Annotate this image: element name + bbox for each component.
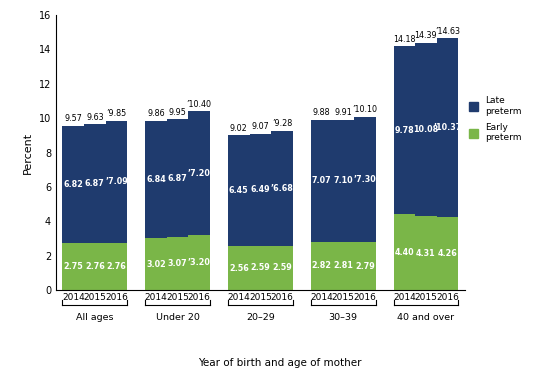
Text: 20–29: 20–29 <box>246 313 275 323</box>
Bar <box>63 243 84 290</box>
Text: ’10.40: ’10.40 <box>186 100 212 109</box>
Text: 6.87: 6.87 <box>168 174 188 183</box>
Bar <box>354 116 376 242</box>
Bar <box>271 246 293 290</box>
Text: ’10.37: ’10.37 <box>433 123 461 132</box>
Text: 6.45: 6.45 <box>229 186 249 195</box>
Text: 9.63: 9.63 <box>86 113 104 122</box>
Text: 7.10: 7.10 <box>333 176 353 185</box>
Text: ’9.28: ’9.28 <box>272 119 292 128</box>
Text: 2.76: 2.76 <box>85 262 105 271</box>
Bar <box>167 119 188 237</box>
Bar <box>250 246 271 290</box>
Bar <box>106 121 127 243</box>
Text: ’6.68: ’6.68 <box>270 184 293 193</box>
Y-axis label: Percent: Percent <box>23 131 33 174</box>
Bar <box>63 125 84 243</box>
Text: 30–39: 30–39 <box>329 313 358 323</box>
Text: 4.40: 4.40 <box>395 248 414 257</box>
Text: 6.49: 6.49 <box>250 185 270 194</box>
Text: 2.82: 2.82 <box>311 262 332 270</box>
Bar <box>394 46 415 214</box>
Text: All ages: All ages <box>76 313 114 323</box>
Text: Under 20: Under 20 <box>156 313 199 323</box>
Text: 9.95: 9.95 <box>169 108 186 116</box>
Bar <box>311 242 333 290</box>
Text: 2.76: 2.76 <box>106 262 127 271</box>
Text: 6.82: 6.82 <box>63 180 83 189</box>
Text: 40 and over: 40 and over <box>398 313 455 323</box>
Text: ’10.10: ’10.10 <box>352 105 377 114</box>
Text: ’3.20: ’3.20 <box>188 258 211 267</box>
Text: 2.81: 2.81 <box>333 262 353 270</box>
Text: 14.39: 14.39 <box>414 31 437 40</box>
Text: 2.56: 2.56 <box>229 264 249 273</box>
Text: ’9.85: ’9.85 <box>106 109 127 118</box>
Bar <box>415 216 437 290</box>
Text: 7.07: 7.07 <box>312 176 332 185</box>
Text: 2.59: 2.59 <box>272 263 292 272</box>
Bar <box>188 111 210 235</box>
Bar <box>437 38 458 217</box>
Text: 6.87: 6.87 <box>85 179 105 188</box>
Bar <box>188 235 210 290</box>
Bar <box>106 243 127 290</box>
Bar <box>145 238 167 290</box>
Text: 9.78: 9.78 <box>394 126 414 135</box>
Bar <box>354 242 376 290</box>
Legend: Late
preterm, Early
preterm: Late preterm, Early preterm <box>469 96 522 142</box>
Text: 2.79: 2.79 <box>355 262 375 271</box>
Text: 9.86: 9.86 <box>147 109 165 118</box>
Bar <box>271 131 293 246</box>
Bar <box>437 217 458 290</box>
Bar <box>228 135 250 246</box>
Text: 3.07: 3.07 <box>168 259 188 268</box>
Text: 4.31: 4.31 <box>416 248 436 257</box>
Text: 4.26: 4.26 <box>438 249 458 258</box>
Text: 9.91: 9.91 <box>334 108 352 117</box>
Text: 6.84: 6.84 <box>146 175 166 184</box>
Bar <box>394 214 415 290</box>
Bar <box>145 121 167 238</box>
Text: 9.07: 9.07 <box>251 122 269 131</box>
Bar <box>415 42 437 216</box>
Text: 3.02: 3.02 <box>146 260 166 269</box>
Bar <box>228 246 250 290</box>
Text: ’7.09: ’7.09 <box>105 177 128 186</box>
Text: 9.02: 9.02 <box>230 124 248 132</box>
Text: ’7.30: ’7.30 <box>353 175 376 184</box>
Text: 10.08: 10.08 <box>413 125 438 134</box>
Bar <box>84 125 106 243</box>
Bar <box>311 120 333 242</box>
Text: ’7.20: ’7.20 <box>188 169 211 178</box>
Text: 2.75: 2.75 <box>63 262 83 271</box>
Bar <box>333 120 354 242</box>
Bar <box>250 134 271 246</box>
Text: 2.59: 2.59 <box>250 263 270 272</box>
Text: 9.57: 9.57 <box>64 114 82 123</box>
Bar <box>84 243 106 290</box>
Text: ’14.63: ’14.63 <box>435 27 460 36</box>
Text: 14.18: 14.18 <box>393 35 416 44</box>
Bar <box>333 242 354 290</box>
Bar <box>167 237 188 290</box>
Text: Year of birth and age of mother: Year of birth and age of mother <box>198 358 362 368</box>
Text: 9.88: 9.88 <box>313 108 330 118</box>
